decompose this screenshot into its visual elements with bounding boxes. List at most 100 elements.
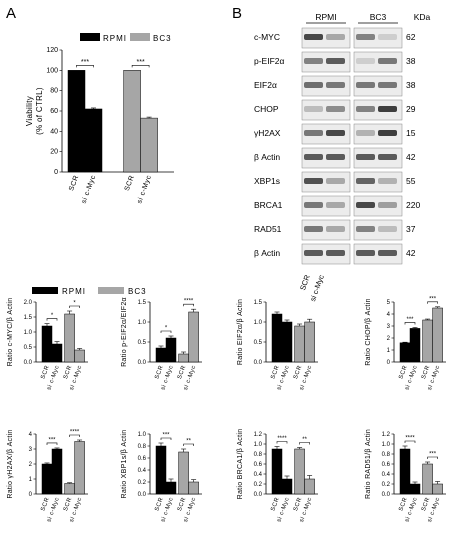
blot-band — [304, 130, 323, 136]
y-axis-label: Ratio γH2AX/β Actin — [7, 429, 14, 498]
x-tick-label: SCR — [293, 496, 304, 512]
blot-band — [326, 34, 345, 40]
significance-label: **** — [277, 436, 287, 442]
blot-row-label: γH2AX — [254, 128, 281, 138]
x-tick-label: SCR — [293, 364, 304, 380]
x-tick-label: SCR — [270, 364, 281, 380]
significance-label: * — [165, 326, 168, 332]
y-tick-label: 4 — [29, 432, 33, 438]
blot-row-kda: 38 — [406, 56, 416, 66]
bar — [140, 117, 158, 173]
y-tick-label: 20 — [50, 149, 58, 156]
y-tick-label: 80 — [50, 88, 58, 95]
blot-band — [356, 34, 375, 40]
significance-label: *** — [162, 433, 170, 439]
y-tick-label: 0.0 — [254, 492, 263, 498]
significance-label: *** — [406, 317, 414, 323]
blot-band — [304, 250, 323, 256]
bar — [409, 483, 421, 495]
blot-band — [304, 106, 323, 112]
significance-bracket — [160, 437, 172, 440]
blot-row-label: BRCA1 — [254, 200, 283, 210]
significance-label: *** — [48, 437, 56, 443]
bar — [399, 342, 411, 363]
y-tick-label: 60 — [50, 108, 58, 115]
bar — [41, 463, 53, 495]
panel-label-a: A — [6, 5, 16, 22]
x-tick-label: SCR — [63, 364, 74, 380]
blot-band — [304, 58, 323, 64]
x-tick-label: si c-Myc — [136, 174, 153, 204]
blot-band — [326, 130, 345, 136]
bar — [422, 463, 433, 495]
x-tick-label: SCR — [40, 496, 51, 512]
significance-label: ** — [186, 439, 191, 445]
y-axis-label: Viability — [25, 96, 34, 126]
blot-band — [378, 82, 397, 88]
blot-band — [378, 34, 397, 40]
blot-row-label: β Actin — [254, 152, 280, 162]
blot-band — [378, 130, 397, 136]
y-axis-label: Ratio p-EIF2α/EIF2α — [121, 297, 128, 367]
blot-row-label: CHOP — [254, 104, 279, 114]
y-tick-label: 1.0 — [254, 442, 263, 448]
x-tick-label: SCR — [40, 364, 51, 380]
y-tick-label: 1.0 — [138, 320, 147, 326]
y-tick-label: 0.6 — [254, 462, 263, 468]
bar — [271, 448, 283, 495]
blot-band — [378, 250, 397, 256]
blot-band — [326, 106, 345, 112]
y-tick-label: 1.5 — [254, 300, 263, 306]
y-tick-label: 0.8 — [254, 452, 263, 458]
significance-label: ** — [302, 437, 307, 443]
significance-bracket — [160, 330, 172, 333]
y-axis-label: Ratio BRCA1/β Actin — [237, 429, 244, 500]
y-tick-label: 0.0 — [382, 492, 391, 498]
y-tick-label: 1 — [387, 348, 391, 354]
x-tick-label: SCR — [154, 496, 165, 512]
blot-box — [301, 171, 351, 193]
legend-swatch-bc3-bottom — [98, 287, 124, 294]
blot-row-kda: 62 — [406, 32, 416, 42]
blot-row-kda: 42 — [406, 152, 416, 162]
x-tick-label: SCR — [177, 364, 188, 380]
significance-bracket — [46, 318, 58, 321]
significance-bracket — [299, 442, 310, 445]
blot-band — [356, 250, 375, 256]
x-tick-label: SCR — [421, 496, 432, 512]
y-tick-label: 0.0 — [138, 360, 147, 366]
blot-band — [326, 226, 345, 232]
y-axis-label: (% of CTRL) — [35, 87, 44, 135]
y-tick-label: 0.2 — [254, 482, 263, 488]
bar — [155, 445, 167, 495]
y-tick-label: 0.8 — [382, 452, 391, 458]
y-tick-label: 0.6 — [138, 456, 147, 462]
bar — [432, 483, 443, 495]
blot-row-kda: 37 — [406, 224, 416, 234]
bar — [67, 70, 86, 173]
chart-rad51: 0.0 0.2 0.4 0.6 0.8 1.0 1.2 Ratio RAD51/β Actin… — [365, 429, 446, 523]
y-tick-label: 1 — [29, 477, 33, 483]
blot-band — [356, 106, 375, 112]
blot-header-2: KDa — [414, 12, 431, 22]
significance-bracket — [76, 65, 94, 68]
bar — [64, 483, 75, 495]
blot-band — [356, 178, 375, 184]
significance-label: *** — [429, 296, 437, 302]
blot-row-kda: 220 — [406, 200, 420, 210]
y-tick-label: 0.5 — [24, 345, 33, 351]
y-tick-label: 2.0 — [24, 300, 33, 306]
y-tick-label: 1.0 — [24, 330, 33, 336]
blot-row-kda: 42 — [406, 248, 416, 258]
y-tick-label: 5 — [387, 300, 391, 306]
legend-label-bc3: BC3 — [153, 34, 172, 43]
blot-row-label: EIF2α — [254, 80, 277, 90]
blot-box — [301, 195, 351, 217]
y-tick-label: 2 — [387, 336, 391, 342]
blot-band — [356, 58, 375, 64]
legend-label-rpmi-bottom: RPMI — [62, 287, 86, 296]
bar — [294, 325, 305, 363]
blot-band — [378, 154, 397, 160]
blot-box — [301, 27, 351, 49]
